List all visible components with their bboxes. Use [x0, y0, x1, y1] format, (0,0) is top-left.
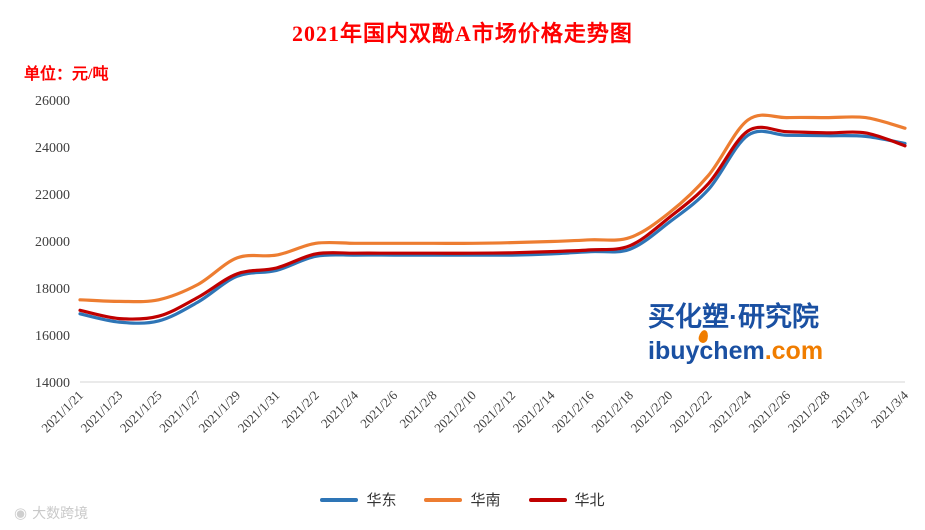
x-axis-tick-label: 2021/1/29 [195, 388, 243, 436]
y-axis-tick-label: 22000 [35, 188, 70, 203]
x-axis-tick-label: 2021/1/27 [156, 387, 204, 435]
x-axis-tick-label: 2021/2/10 [431, 388, 479, 436]
series-line-华北 [78, 125, 907, 321]
y-axis-tick-label: 14000 [35, 376, 70, 391]
chart-title: 2021年国内双酚A市场价格走势图 [292, 21, 633, 46]
x-axis-tick-label: 2021/2/2 [279, 388, 322, 431]
x-axis-tick-label: 2021/2/28 [785, 388, 833, 436]
y-axis-tick-label: 16000 [35, 329, 70, 344]
x-axis-tick-label: 2021/3/4 [868, 387, 912, 431]
x-axis-tick-label: 2021/2/14 [510, 387, 558, 435]
legend-item-华北: 华北 [528, 489, 605, 510]
x-axis-tick-label: 2021/2/20 [628, 388, 676, 436]
x-axis-tick-label: 2021/2/22 [667, 388, 715, 436]
chart-svg: 14000 16000 18000 20000 22000 24000 26000 2021/… [35, 94, 912, 436]
watermark-en-name: ibuychem [648, 337, 765, 366]
x-axis-tick-label: 2021/2/12 [470, 388, 518, 436]
series-line-华东 [78, 129, 907, 325]
watermark-en: ibuychem.com [648, 329, 824, 368]
watermark-cn-right: 研究院 [738, 302, 819, 332]
y-axis-tick-label: 18000 [35, 282, 70, 297]
x-axis-tick-label: 2021/1/21 [38, 388, 86, 436]
dashu-logo-icon: ◉ [14, 505, 28, 522]
watermark-en-suffix: .com [764, 337, 824, 366]
x-axis-tick-label: 2021/2/6 [357, 387, 401, 431]
legend-swatch [528, 497, 567, 502]
y-axis-tick-label: 24000 [35, 141, 70, 156]
dashu-logo-text: 大数跨境 [32, 505, 89, 521]
x-axis-tick-label: 2021/2/16 [549, 387, 597, 435]
legend-label: 华南 [470, 493, 501, 509]
legend-item-华南: 华南 [424, 489, 501, 510]
legend-swatch [320, 497, 359, 502]
watermark-cn: 买化塑·研究院 [648, 300, 823, 335]
series-line-华南 [78, 113, 907, 304]
legend-label: 华东 [366, 493, 397, 509]
legend: 华东 华南 华北 [0, 489, 925, 510]
x-axis-tick-label: 2021/1/25 [117, 388, 165, 436]
watermark: 买化塑·研究院 ibuychem.com [648, 300, 823, 368]
x-axis-tick-label: 2021/2/4 [318, 387, 362, 431]
unit-label: 单位：元/吨 [24, 66, 109, 83]
x-axis-tick-label: 2021/3/2 [829, 388, 872, 431]
x-axis-tick-label: 2021/2/26 [745, 387, 793, 435]
x-axis-tick-label: 2021/1/23 [78, 388, 126, 436]
y-axis-tick-label: 26000 [35, 94, 70, 109]
watermark-cn-left: 买化塑 [648, 302, 729, 332]
y-axis-tick-label: 20000 [35, 235, 70, 250]
x-axis-tick-label: 2021/2/24 [706, 387, 754, 435]
legend-item-华东: 华东 [320, 489, 396, 510]
dashu-logo: ◉ 大数跨境 [14, 503, 88, 523]
legend-swatch [424, 497, 463, 502]
watermark-cn-dot: · [729, 302, 738, 332]
x-axis-tick-label: 2021/2/18 [588, 388, 636, 436]
legend-label: 华北 [574, 493, 605, 509]
x-axis-tick-label: 2021/1/31 [235, 388, 283, 436]
